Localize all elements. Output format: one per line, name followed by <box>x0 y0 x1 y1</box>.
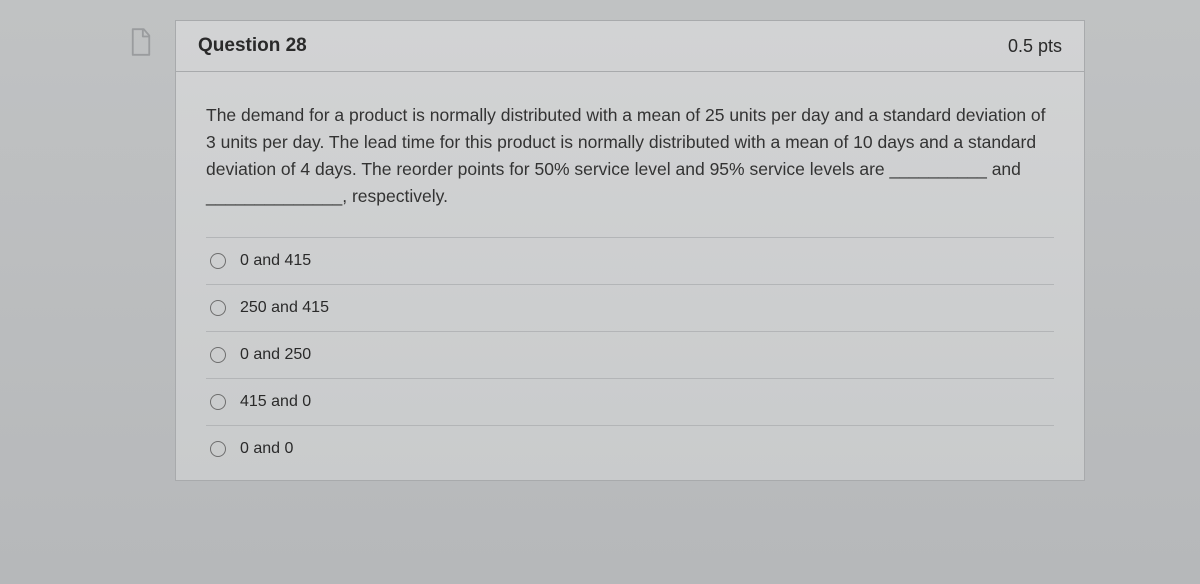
question-card: Question 28 0.5 pts The demand for a pro… <box>175 20 1085 481</box>
radio-input[interactable] <box>210 394 226 410</box>
radio-input[interactable] <box>210 253 226 269</box>
option-label: 0 and 415 <box>240 252 311 270</box>
option-label: 415 and 0 <box>240 393 311 411</box>
question-header: Question 28 0.5 pts <box>176 21 1084 72</box>
option-label: 250 and 415 <box>240 299 329 317</box>
option-label: 0 and 250 <box>240 346 311 364</box>
question-text: The demand for a product is normally dis… <box>206 102 1054 211</box>
answer-option[interactable]: 250 and 415 <box>206 284 1054 331</box>
radio-input[interactable] <box>210 300 226 316</box>
question-points: 0.5 pts <box>1008 36 1062 57</box>
question-title: Question 28 <box>198 35 307 57</box>
answer-option[interactable]: 0 and 415 <box>206 237 1054 284</box>
document-icon <box>130 28 152 56</box>
answer-option[interactable]: 415 and 0 <box>206 378 1054 425</box>
answer-option[interactable]: 0 and 0 <box>206 425 1054 472</box>
radio-input[interactable] <box>210 347 226 363</box>
answer-options: 0 and 415 250 and 415 0 and 250 415 and … <box>206 237 1054 472</box>
radio-input[interactable] <box>210 441 226 457</box>
answer-option[interactable]: 0 and 250 <box>206 331 1054 378</box>
question-body: The demand for a product is normally dis… <box>176 72 1084 480</box>
option-label: 0 and 0 <box>240 440 293 458</box>
